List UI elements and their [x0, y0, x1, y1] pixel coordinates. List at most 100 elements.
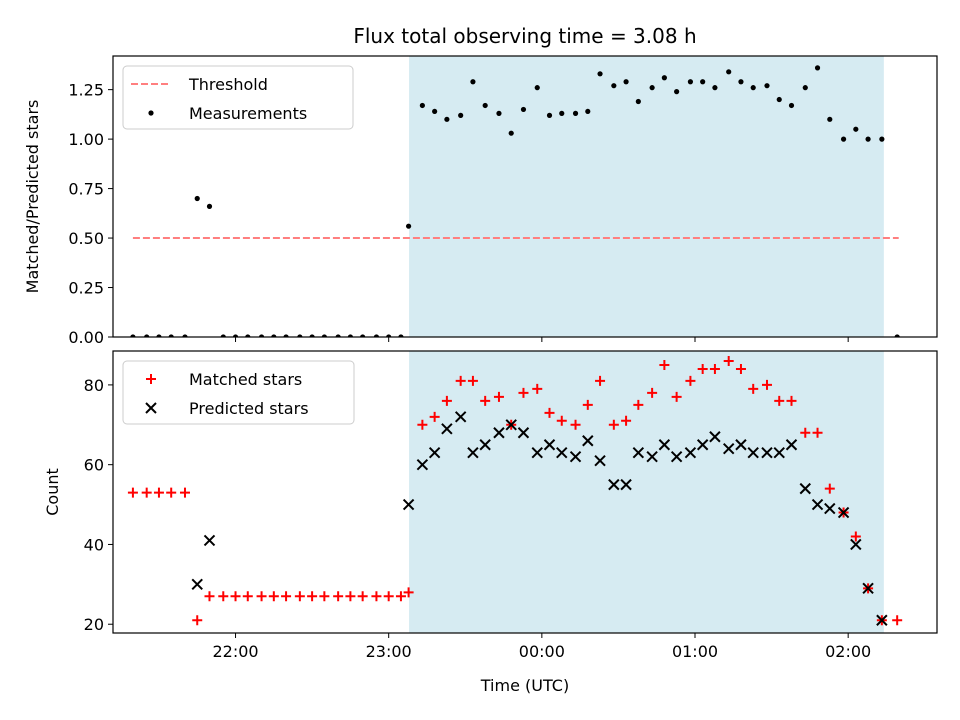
matched-star-point	[532, 383, 543, 394]
measurement-point	[879, 136, 885, 142]
matched-star-point	[850, 531, 861, 542]
measurement-point	[130, 334, 136, 337]
matched-star-point	[256, 591, 267, 602]
matched-star-point	[192, 615, 203, 626]
legend-measurement-swatch	[148, 110, 154, 116]
predicted-star-point	[646, 450, 658, 463]
matched-star-point	[441, 395, 452, 406]
matched-star-point	[218, 591, 229, 602]
predicted-star-point	[428, 447, 441, 459]
matched-star-point	[345, 591, 356, 602]
matched-star-point	[518, 387, 529, 398]
predicted-star-point	[824, 502, 836, 515]
matched-star-point	[647, 387, 658, 398]
predicted-star-point	[747, 447, 759, 459]
legend-box	[122, 360, 355, 425]
matched-star-point	[697, 363, 708, 374]
matched-star-point	[582, 399, 593, 410]
predicted-star-point	[556, 447, 568, 459]
measurement-point	[802, 85, 808, 91]
measurement-point	[508, 130, 514, 136]
y-tick-label: 1.25	[68, 81, 104, 100]
x-tick-label: 02:00	[825, 642, 871, 661]
matched-star-point	[204, 591, 215, 602]
predicted-star-point	[543, 439, 556, 451]
matched-star-point	[685, 375, 696, 386]
matched-star-point	[748, 383, 759, 394]
measurement-point	[245, 334, 251, 337]
matched-star-point	[371, 591, 382, 602]
predicted-star-point	[811, 498, 824, 511]
y-tick-label: 0.75	[68, 180, 104, 199]
matched-star-point	[268, 591, 279, 602]
measurement-point	[458, 112, 464, 118]
predicted-star-point	[862, 582, 874, 595]
measurement-point	[865, 136, 871, 142]
measurement-point	[623, 79, 629, 85]
matched-star-point	[633, 399, 644, 410]
measurement-point	[432, 108, 438, 115]
measurement-point	[661, 75, 667, 81]
y-axis-label: Matched/Predicted stars	[23, 100, 42, 294]
measurement-point	[335, 334, 341, 337]
matched-star-point	[357, 591, 368, 602]
measurement-point	[482, 102, 488, 109]
measurement-point	[853, 126, 859, 132]
measurement-point	[398, 334, 404, 337]
x-axis-label: Time (UTC)	[480, 676, 569, 695]
measurement-point	[220, 334, 226, 337]
legend-threshold-label: Threshold	[188, 75, 268, 94]
predicted-star-point	[837, 506, 850, 519]
matched-star-point	[892, 615, 903, 626]
chart-title: Flux total observing time = 3.08 h	[353, 24, 696, 48]
predicted-star-point	[761, 447, 773, 459]
measurement-point	[776, 96, 782, 103]
predicted-star-point	[684, 447, 697, 459]
measurement-point	[360, 334, 366, 337]
matched-star-point	[774, 395, 785, 406]
predicted-star-point	[876, 614, 888, 626]
legend-box	[122, 65, 354, 130]
predicted-star-point	[670, 450, 683, 463]
predicted-star-point	[493, 427, 505, 439]
matched-star-point	[812, 427, 823, 438]
matched-star-point	[383, 591, 394, 602]
measurement-point	[750, 85, 756, 91]
measurement-point	[405, 223, 412, 229]
measurement-point	[814, 65, 821, 71]
matched-star-point	[153, 487, 164, 498]
measurement-point	[470, 79, 476, 85]
measurement-point	[687, 79, 694, 85]
matched-star-point	[417, 419, 428, 430]
matched-star-point	[141, 487, 152, 498]
measurement-point	[726, 69, 732, 75]
axes-frame	[112, 55, 938, 338]
matched-star-point	[166, 487, 177, 498]
measurement-point	[546, 112, 553, 118]
predicted-star-point	[594, 454, 606, 467]
y-tick-label: 1.00	[68, 130, 104, 149]
measurement-point	[712, 85, 718, 91]
measurement-point	[144, 334, 150, 337]
predicted-star-point	[799, 482, 811, 495]
measurement-point	[649, 85, 655, 91]
measurement-point	[520, 106, 527, 113]
predicted-star-point	[517, 427, 530, 439]
predicted-star-point	[191, 578, 203, 591]
predicted-star-point	[203, 534, 216, 547]
y-tick-label: 20	[84, 615, 104, 634]
predicted-star-point	[658, 439, 671, 451]
measurement-point	[321, 334, 327, 337]
matched-star-point	[429, 411, 440, 422]
predicted-star-point	[402, 498, 415, 511]
matched-star-point	[242, 591, 253, 602]
measurement-point	[194, 195, 200, 202]
plot-area	[127, 355, 903, 626]
plot-area	[130, 65, 900, 337]
matched-star-point	[319, 591, 330, 602]
measurement-point	[232, 334, 239, 337]
predicted-star-point	[785, 439, 798, 451]
y-axis-label: Count	[43, 468, 62, 516]
predicted-star-point	[632, 447, 645, 459]
measurement-point	[283, 334, 289, 337]
